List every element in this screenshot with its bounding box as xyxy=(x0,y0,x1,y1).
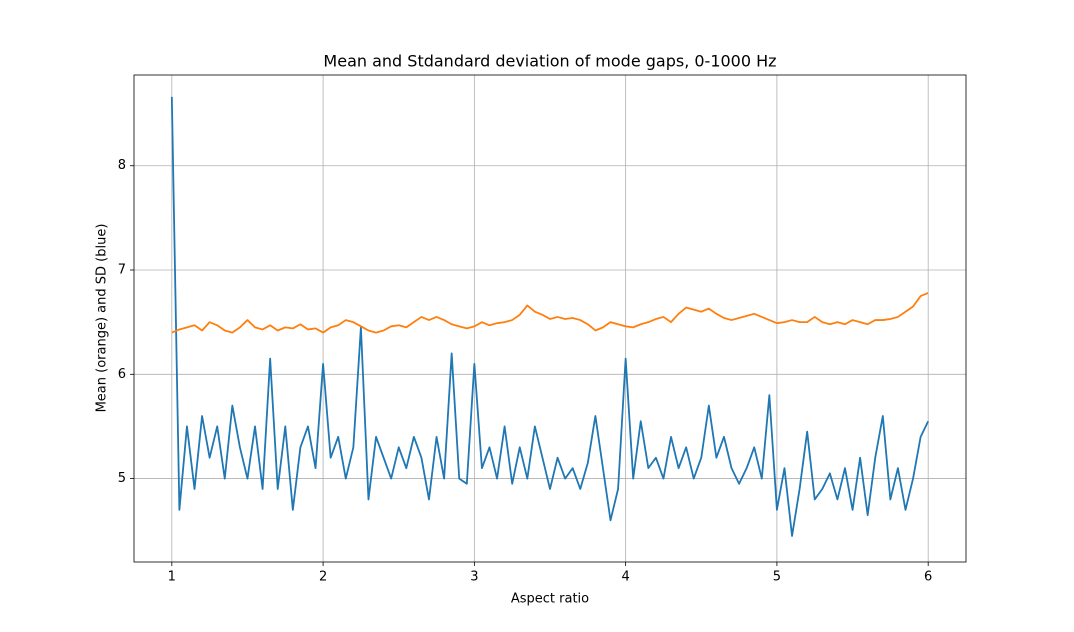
x-tick-label: 5 xyxy=(773,570,781,585)
line-series xyxy=(170,96,929,537)
x-axis-label: Aspect ratio xyxy=(511,592,589,607)
x-tick-label: 2 xyxy=(319,570,327,585)
plot-frame xyxy=(133,74,967,563)
x-tick-label: 4 xyxy=(621,570,629,585)
y-tick-label: 6 xyxy=(118,367,126,382)
x-tick-label: 1 xyxy=(168,570,176,585)
y-tick-label: 5 xyxy=(118,471,126,486)
y-tick-label: 8 xyxy=(118,158,126,173)
chart-title: Mean and Stdandard deviation of mode gap… xyxy=(323,52,776,71)
x-tick-label: 3 xyxy=(470,570,478,585)
y-axis-label: Mean (orange) and SD (blue) xyxy=(95,224,110,413)
y-tick-label: 7 xyxy=(118,263,126,278)
line-series xyxy=(171,292,929,334)
x-tick-label: 6 xyxy=(924,570,932,585)
